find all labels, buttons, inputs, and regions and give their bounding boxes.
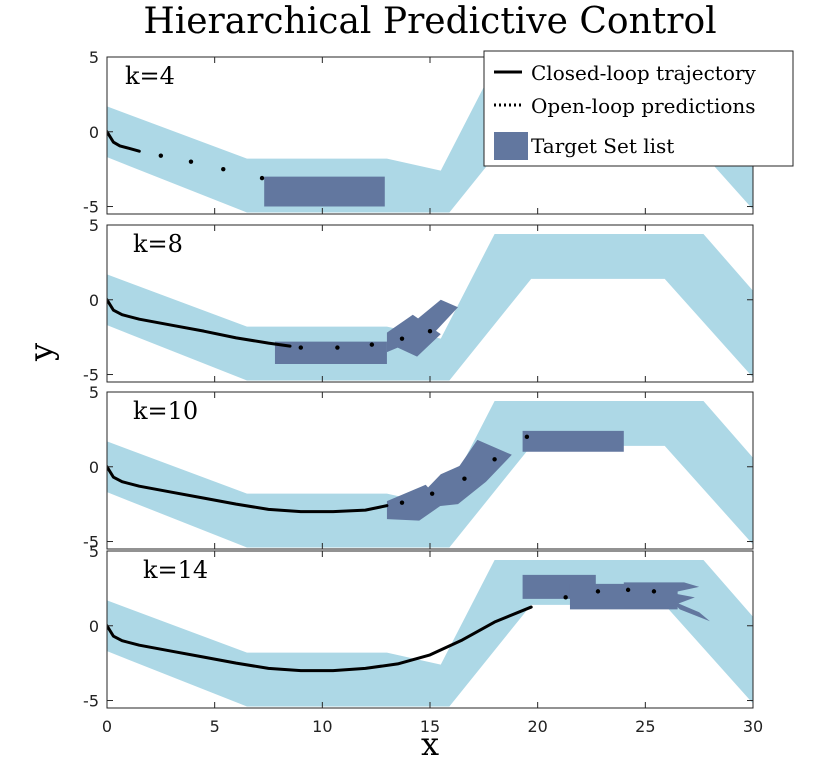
y-tick-label: 5 [89, 383, 99, 402]
panel-plot-area [107, 400, 753, 548]
y-tick-label: 0 [89, 123, 99, 142]
x-axis-label: x [421, 725, 439, 763]
target-set-3 [522, 430, 624, 452]
open-loop-point-0 [298, 345, 303, 350]
open-loop-point-1 [429, 491, 435, 496]
open-loop-point-4 [524, 434, 530, 440]
closed-loop-trajectory [107, 605, 533, 673]
x-tick-label: 10 [312, 717, 332, 736]
x-tick-label: 30 [743, 717, 763, 736]
y-tick-label: 0 [89, 291, 99, 310]
y-tick-label: -5 [83, 366, 99, 385]
k-label: k=10 [133, 397, 198, 425]
open-loop-point-2 [625, 587, 631, 593]
panel-k-3: -5 0 5 k=14 [83, 542, 754, 711]
y-tick-label: -5 [83, 198, 99, 217]
open-loop-point-3 [259, 175, 265, 181]
target-set-2 [417, 299, 458, 333]
legend-entry-label: Open-loop predictions [531, 94, 756, 118]
legend: Closed-loop trajectory Open-loop predicti… [483, 50, 794, 167]
x-tick-label: 5 [210, 717, 220, 736]
x-axis-ticks: 0 5 10 15 20 25 30 [102, 717, 763, 736]
k-label: k=14 [143, 556, 208, 584]
y-tick-label: 5 [89, 542, 99, 561]
target-set-0 [264, 176, 385, 207]
panel-k-1: -5 0 5 k=8 [83, 216, 754, 385]
open-loop-point-4 [427, 328, 433, 334]
y-tick-label: -5 [83, 692, 99, 711]
k-label: k=4 [125, 62, 175, 90]
target-set-3 [671, 600, 710, 622]
open-loop-point-0 [158, 153, 164, 158]
panel-k-2: -5 0 5 k=10 [83, 383, 754, 552]
open-loop-point-1 [188, 159, 194, 164]
closed-loop-trajectory [107, 298, 292, 348]
closed-loop-trajectory [107, 465, 389, 514]
target-set-2 [455, 439, 512, 482]
open-loop-point-3 [399, 336, 405, 341]
k-label: k=8 [133, 230, 183, 258]
open-loop-point-1 [335, 345, 340, 350]
open-loop-point-1 [595, 589, 601, 594]
chart-title: Hierarchical Predictive Control [143, 1, 716, 42]
target-set-2 [623, 582, 700, 608]
open-loop-point-0 [563, 595, 568, 600]
legend-box [483, 50, 794, 167]
open-loop-point-0 [399, 500, 405, 505]
y-tick-label: 0 [89, 458, 99, 477]
legend-patch-swatch [494, 132, 528, 160]
x-tick-label: 0 [102, 717, 112, 736]
y-tick-label: 5 [89, 216, 99, 235]
y-tick-label: -5 [83, 533, 99, 552]
y-tick-label: 5 [89, 48, 99, 67]
open-loop-point-3 [651, 589, 657, 594]
open-loop-point-3 [492, 457, 497, 462]
open-loop-point-2 [369, 342, 375, 347]
open-loop-point-2 [462, 476, 467, 481]
x-tick-label: 20 [527, 717, 547, 736]
y-axis-label: y [22, 343, 60, 362]
y-tick-label: 0 [89, 617, 99, 636]
panel-plot-area [107, 559, 753, 707]
closed-loop-trajectory [107, 130, 141, 153]
x-tick-label: 15 [420, 717, 440, 736]
open-loop-point-2 [221, 166, 226, 172]
x-tick-label: 25 [635, 717, 655, 736]
legend-entry-label: Target Set list [531, 134, 674, 158]
panel-plot-area [107, 233, 753, 381]
legend-entry-label: Closed-loop trajectory [531, 61, 756, 85]
